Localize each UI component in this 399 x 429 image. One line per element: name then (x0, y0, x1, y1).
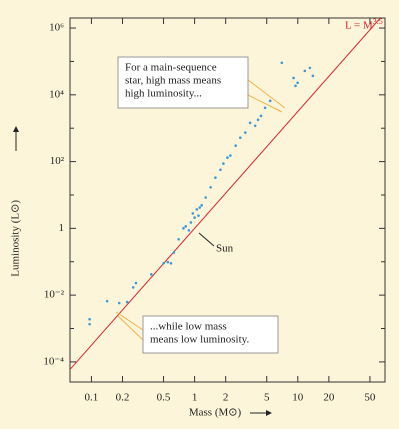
data-point (134, 281, 138, 285)
x-tick-label: 20 (323, 392, 335, 404)
y-tick-label: 10² (50, 155, 65, 167)
callout-line (117, 315, 144, 341)
x-tick-label: 5 (264, 392, 270, 404)
annotation-box (142, 315, 279, 354)
data-point (162, 261, 165, 265)
annotation-text: star, high mass means (125, 75, 221, 87)
y-tick-label: 1 (59, 222, 65, 234)
data-point (88, 317, 91, 321)
plot-frame (69, 17, 386, 383)
x-axis-label: Mass (M⊙) (189, 407, 242, 419)
callout-line (247, 79, 286, 109)
annotation-text: For a main-sequence (125, 62, 217, 74)
data-point (268, 99, 272, 103)
annotation-text: high luminosity... (125, 88, 202, 100)
y-axis-arrowhead (13, 126, 19, 132)
data-point (209, 185, 212, 189)
x-tick-label: 0.1 (85, 392, 99, 404)
x-tick-label: 2 (223, 392, 229, 404)
data-point (172, 251, 176, 254)
callout-line (115, 311, 144, 331)
data-point (117, 301, 121, 305)
data-point (226, 156, 229, 159)
data-point (131, 286, 135, 289)
x-tick-label: 0.5 (157, 392, 171, 404)
y-tick-label: 10⁻⁴ (43, 355, 64, 367)
x-tick-label: 10 (292, 392, 304, 404)
data-point (191, 212, 195, 215)
data-point (248, 121, 252, 125)
data-point (193, 216, 196, 219)
data-point (200, 204, 203, 207)
data-point (169, 261, 173, 265)
x-tick-label: 1 (192, 392, 198, 404)
data-point (187, 229, 191, 232)
data-point (253, 124, 257, 128)
data-point (184, 225, 188, 228)
data-point (229, 154, 232, 157)
annotation-box (117, 56, 249, 109)
data-point (88, 322, 91, 326)
data-point (204, 196, 207, 199)
data-point (259, 114, 263, 118)
data-point (195, 208, 199, 211)
y-tick-label: 10⁴ (49, 88, 64, 100)
data-point (238, 136, 242, 139)
x-axis-arrowhead (266, 410, 272, 416)
data-point (280, 61, 284, 65)
data-point (234, 144, 237, 147)
data-point (294, 84, 297, 88)
data-point (296, 81, 299, 85)
fit-line (70, 18, 382, 370)
data-point (303, 69, 307, 73)
data-point (256, 118, 260, 122)
data-point (125, 300, 129, 304)
y-tick-label: 10⁻² (44, 289, 65, 301)
data-point (189, 221, 193, 224)
sun-label: Sun (216, 243, 234, 255)
data-point (182, 227, 185, 230)
data-point (311, 74, 315, 78)
data-point (166, 260, 170, 264)
data-point (105, 299, 109, 303)
data-point (292, 76, 295, 80)
data-point (214, 176, 217, 179)
data-point (222, 162, 225, 165)
data-point (219, 168, 222, 172)
callout-line (247, 94, 283, 113)
data-point (198, 206, 201, 209)
data-point (197, 214, 200, 217)
data-point (177, 238, 180, 241)
plot (70, 18, 382, 370)
x-tick-label: 50 (364, 392, 376, 404)
y-tick-label: 10⁶ (49, 22, 64, 34)
x-tick-label: 0.2 (116, 392, 130, 404)
annotation-text: ...while low mass (150, 321, 227, 333)
fit-exponent: 3.5 (373, 17, 383, 26)
sun-pointer (198, 232, 215, 247)
data-point (308, 66, 312, 70)
data-point (263, 106, 267, 110)
y-axis-label: Luminosity (L⊙) (10, 200, 22, 277)
annotation-text: means low luminosity. (150, 334, 249, 346)
data-point (244, 131, 247, 134)
data-point (149, 273, 153, 276)
